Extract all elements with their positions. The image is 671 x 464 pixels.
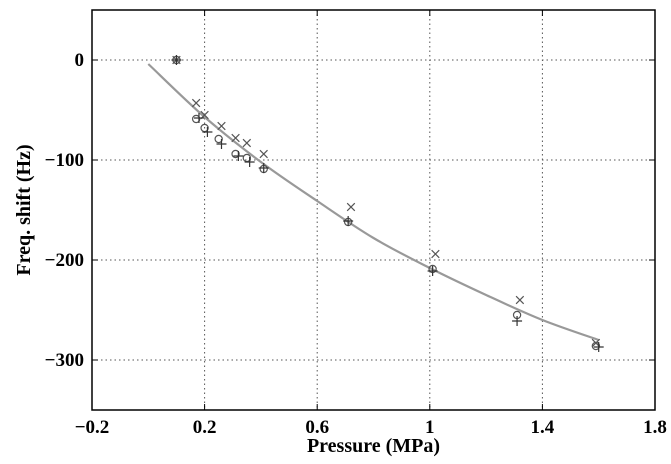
y-tick-label: −300 — [45, 350, 84, 371]
data-point-cross — [346, 202, 356, 212]
y-tick-label: 0 — [75, 50, 85, 71]
tick-marks — [91, 10, 656, 410]
data-point-plus — [171, 55, 182, 65]
data-point-cross — [242, 138, 252, 148]
x-tick-label: 1.4 — [531, 417, 555, 438]
x-tick-label: 0.2 — [193, 417, 217, 438]
data-point-cross — [217, 121, 226, 131]
data-point-plus — [427, 266, 438, 276]
data-point-circle — [214, 134, 223, 144]
data-point-circle — [231, 149, 240, 159]
x-tick-label: 1.8 — [643, 417, 667, 438]
data-point-plus — [244, 157, 255, 167]
data-point-plus — [233, 151, 244, 161]
data-point-plus — [216, 139, 227, 149]
data-point-plus — [593, 342, 604, 352]
x-axis-title: Pressure (MPa) — [307, 435, 440, 457]
x-tick-label: −0.2 — [75, 417, 110, 438]
tick-labels: −0.2 0.2 0.6 1 1.4 1.8 0 −100 −200 −300 — [45, 50, 667, 438]
grid — [91, 10, 656, 410]
data-point-plus — [258, 163, 269, 173]
data-point-circle — [191, 114, 201, 124]
data-point-plus — [193, 113, 204, 123]
data-point-cross — [431, 249, 440, 259]
data-point-cross — [259, 149, 268, 159]
plot-frame — [91, 9, 656, 411]
fit-curve — [147, 63, 600, 342]
data-point-cross — [191, 98, 201, 108]
data-point-cross — [231, 133, 240, 143]
fit-line-layer — [147, 63, 600, 342]
x-tick-label: 0.6 — [305, 417, 329, 438]
data-point-plus — [202, 127, 213, 137]
y-tick-label: −100 — [45, 150, 84, 171]
y-axis-title: Freq. shift (Hz) — [13, 144, 35, 275]
data-point-plus — [512, 316, 523, 326]
data-point-plus — [343, 216, 354, 226]
x-tick-label: 1 — [425, 417, 435, 438]
data-point-cross — [515, 295, 525, 305]
marker-layer — [171, 55, 604, 352]
y-tick-label: −200 — [45, 250, 84, 271]
